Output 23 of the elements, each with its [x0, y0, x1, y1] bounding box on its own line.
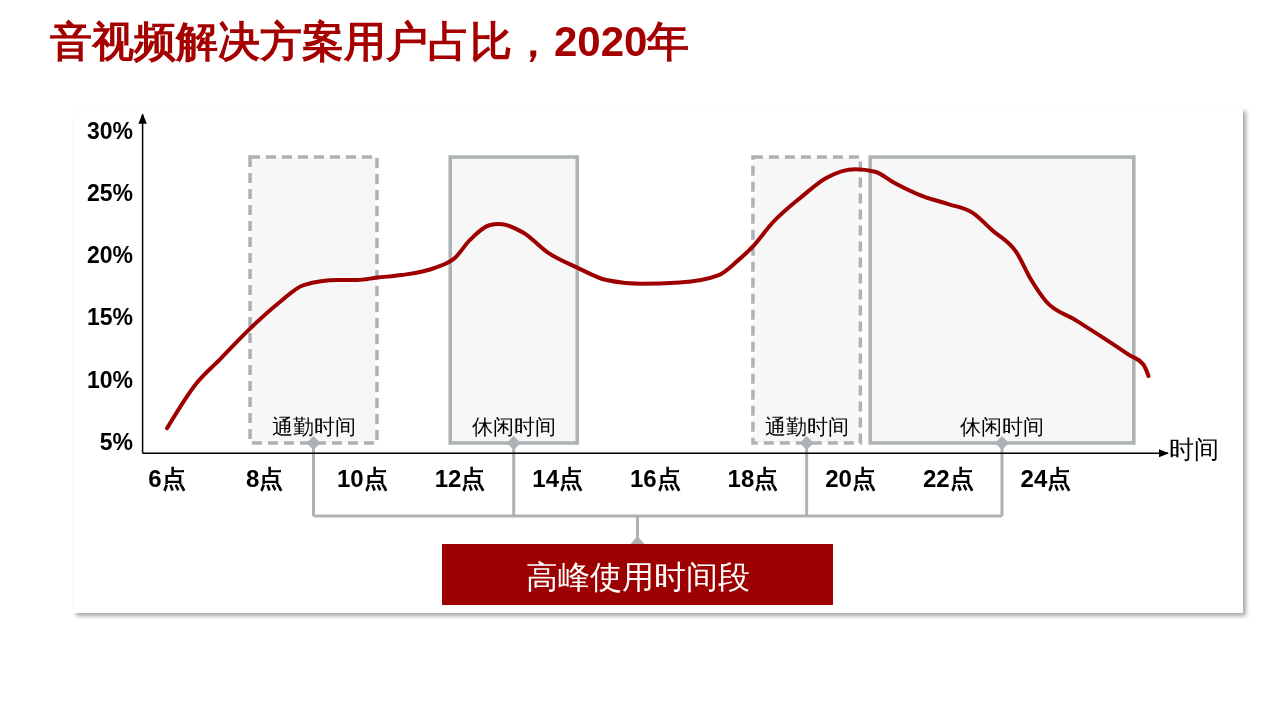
y-tick-label: 30% [86, 117, 133, 144]
x-tick-label: 6点 [148, 464, 186, 492]
x-tick-label: 20点 [825, 464, 876, 492]
chart-title: 音视频解决方案用户占比，2020年 [50, 18, 690, 65]
y-tick-label: 20% [86, 242, 133, 269]
band-label: 通勤时间 [764, 415, 849, 438]
x-tick-label: 22点 [922, 464, 974, 492]
x-tick-label: 10点 [336, 464, 388, 492]
x-tick-label: 14点 [532, 464, 583, 492]
x-axis-title: 时间 [1169, 435, 1219, 464]
x-tick-label: 8点 [245, 464, 284, 492]
y-tick-label: 10% [86, 366, 133, 393]
y-tick-label: 25% [86, 179, 133, 206]
x-tick-label: 12点 [434, 464, 486, 492]
x-tick-label: 24点 [1020, 464, 1072, 492]
x-tick-label: 18点 [727, 464, 779, 492]
text: 高峰使用时间段 [525, 558, 750, 595]
y-tick-label: 5% [99, 428, 133, 455]
band-label: 休闲时间 [959, 415, 1044, 438]
x-tick-label: 16点 [629, 464, 681, 492]
band-label: 通勤时间 [271, 415, 356, 438]
y-tick-label: 15% [86, 304, 133, 331]
band-label: 休闲时间 [471, 415, 556, 438]
